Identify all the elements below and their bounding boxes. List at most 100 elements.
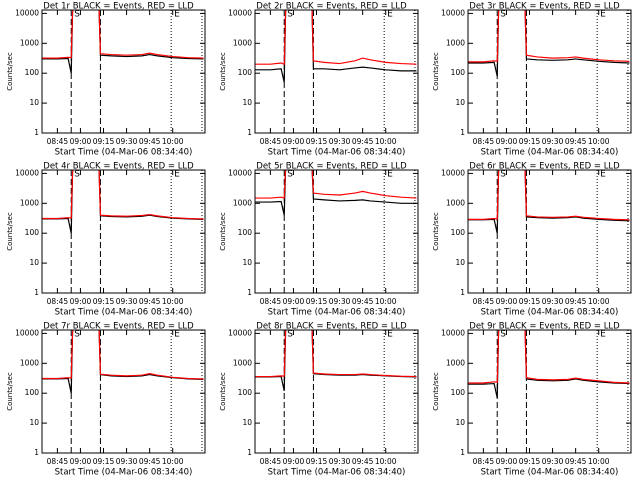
series-line: [468, 10, 630, 63]
series-line: [42, 10, 204, 59]
series-line: [468, 330, 630, 398]
plot-frame: [467, 169, 632, 294]
y-tick-label: 10000: [15, 168, 39, 177]
panel: Det 5r BLACK = Events, RED = LLD Start Ti…: [219, 162, 419, 318]
y-tick-label: 100: [25, 68, 40, 77]
y-tick-label: 1000: [446, 38, 465, 47]
annotation: S: [500, 10, 506, 20]
x-tick-label: 08:45: [473, 457, 495, 466]
y-tick-label: 1000: [446, 198, 465, 207]
series-line: [42, 170, 204, 220]
y-axis-label: Counts/sec: [6, 372, 14, 411]
series-line: [42, 10, 204, 74]
plot-frame: [41, 329, 206, 454]
annotation: S: [287, 170, 293, 180]
x-tick-label: 09:30: [116, 297, 138, 306]
y-tick-label: 10000: [441, 8, 465, 17]
plot-frame: [41, 9, 206, 134]
plot-frame: [254, 9, 419, 134]
annotation: E: [600, 10, 606, 20]
series-line: [255, 330, 417, 378]
x-tick-label: 09:00: [70, 137, 92, 146]
y-tick-label: 100: [451, 228, 466, 237]
series-line: [42, 330, 204, 380]
x-tick-label: 09:45: [565, 137, 587, 146]
x-axis-label: Start Time (04-Mar-06 08:34:40): [481, 148, 619, 158]
x-axis-label: Start Time (04-Mar-06 08:34:40): [268, 148, 406, 158]
x-axis-label: Start Time (04-Mar-06 08:34:40): [481, 468, 619, 478]
x-tick-label: 09:30: [329, 457, 351, 466]
x-tick-label: 09:30: [542, 297, 564, 306]
annotation: E: [174, 330, 180, 340]
x-tick-label: 09:45: [139, 137, 161, 146]
x-tick-label: 09:45: [352, 297, 374, 306]
x-tick-label: 09:30: [542, 137, 564, 146]
y-tick-label: 1000: [233, 198, 252, 207]
y-tick-label: 1000: [233, 358, 252, 367]
y-tick-label: 10000: [441, 168, 465, 177]
plot-frame: [467, 9, 632, 134]
x-tick-label: 09:00: [496, 297, 518, 306]
y-tick-label: 100: [238, 228, 253, 237]
series-line: [468, 170, 630, 221]
x-tick-label: 09:30: [329, 297, 351, 306]
chart-title: Det 5r BLACK = Events, RED = LLD: [256, 162, 407, 172]
x-tick-label: 09:00: [283, 137, 305, 146]
series-line: [255, 330, 417, 391]
y-tick-label: 10000: [228, 328, 252, 337]
x-tick-label: 09:45: [565, 297, 587, 306]
series-line: [255, 10, 417, 66]
x-tick-label: 08:45: [47, 297, 69, 306]
y-tick-label: 10: [242, 258, 252, 267]
plot-frame: [254, 329, 419, 454]
y-tick-label: 1000: [233, 38, 252, 47]
panel: Det 6r BLACK = Events, RED = LLD Start Ti…: [432, 162, 632, 318]
x-tick-label: 09:15: [519, 137, 541, 146]
y-tick-label: 10000: [228, 8, 252, 17]
y-tick-label: 100: [238, 68, 253, 77]
y-axis-label: Counts/sec: [219, 212, 227, 251]
chart-title: Det 2r BLACK = Events, RED = LLD: [256, 2, 407, 12]
series-line: [255, 170, 417, 199]
x-axis-label: Start Time (04-Mar-06 08:34:40): [268, 308, 406, 318]
x-tick-label: 09:45: [352, 137, 374, 146]
x-tick-label: 09:00: [283, 297, 305, 306]
x-tick-label: 09:45: [352, 457, 374, 466]
chart-title: Det 4r BLACK = Events, RED = LLD: [43, 162, 194, 172]
y-axis-label: Counts/sec: [6, 212, 14, 251]
x-tick-label: 08:45: [473, 297, 495, 306]
y-tick-label: 10: [455, 418, 465, 427]
plot-frame: [467, 329, 632, 454]
x-tick-label: 10:00: [588, 137, 610, 146]
y-tick-label: 1000: [20, 358, 39, 367]
x-tick-label: 09:15: [519, 457, 541, 466]
panel: Det 7r BLACK = Events, RED = LLD Start Ti…: [6, 322, 206, 478]
x-tick-label: 09:15: [519, 297, 541, 306]
x-tick-label: 10:00: [162, 457, 184, 466]
y-tick-label: 10000: [15, 328, 39, 337]
y-tick-label: 1: [247, 288, 252, 297]
panel: Det 8r BLACK = Events, RED = LLD Start Ti…: [219, 322, 419, 478]
panel: Det 9r BLACK = Events, RED = LLD Start Ti…: [432, 322, 632, 478]
x-tick-label: 08:45: [260, 457, 282, 466]
y-axis-label: Counts/sec: [432, 212, 440, 251]
x-tick-label: 10:00: [588, 297, 610, 306]
y-tick-label: 1: [460, 448, 465, 457]
y-tick-label: 100: [25, 388, 40, 397]
panel: Det 2r BLACK = Events, RED = LLD Start Ti…: [219, 2, 419, 158]
plot-frame: [254, 169, 419, 294]
x-tick-label: 09:00: [70, 297, 92, 306]
panel: Det 1r BLACK = Events, RED = LLD Start Ti…: [6, 2, 206, 158]
series-line: [468, 170, 630, 234]
x-tick-label: 09:15: [306, 297, 328, 306]
x-tick-label: 09:15: [306, 457, 328, 466]
y-tick-label: 1: [460, 288, 465, 297]
annotation: S: [74, 170, 80, 180]
x-tick-label: 09:00: [70, 457, 92, 466]
y-axis-label: Counts/sec: [219, 372, 227, 411]
x-axis-label: Start Time (04-Mar-06 08:34:40): [55, 148, 193, 158]
annotation: S: [74, 10, 80, 20]
annotation: S: [287, 10, 293, 20]
